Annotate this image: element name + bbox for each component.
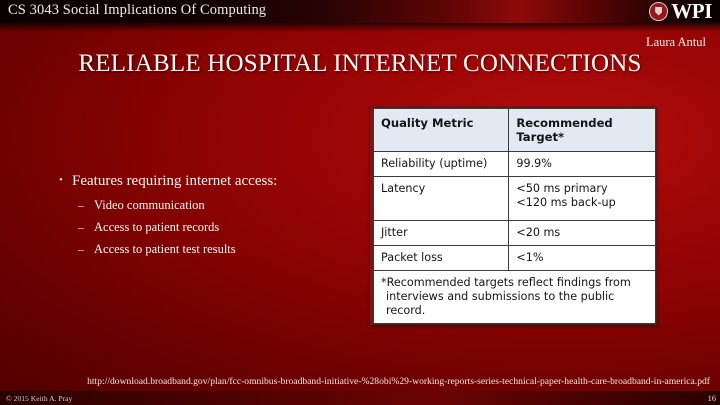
cell-metric: Reliability (uptime) (372, 151, 510, 177)
table-row: Packet loss <1% (372, 245, 656, 271)
footer-band (0, 391, 720, 405)
page-title: RELIABLE HOSPITAL INTERNET CONNECTIONS (78, 50, 642, 77)
source-url-link[interactable]: http://download.broadband.gov/plan/fcc-o… (87, 376, 710, 387)
bullet-list: Features requiring internet access: Vide… (58, 171, 348, 264)
cell-target: <20 ms (508, 220, 656, 246)
list-item: Features requiring internet access: (58, 171, 348, 191)
header-bar (0, 0, 720, 23)
list-item: Access to patient test results (58, 242, 348, 257)
cell-metric: Latency (372, 176, 510, 221)
column-header-metric: Quality Metric (372, 108, 510, 152)
footnote-line-1: *Recommended targets reflect findings fr… (381, 276, 631, 289)
wpi-wordmark: WPI (671, 0, 712, 23)
cell-target: 99.9% (508, 151, 656, 177)
cell-metric: Packet loss (372, 245, 510, 271)
wpi-seal-icon (649, 1, 669, 21)
cell-target: <1% (508, 245, 656, 271)
table-footnote-row: *Recommended targets reflect findings fr… (373, 270, 656, 324)
table-row: Jitter <20 ms (372, 220, 656, 246)
page-number: 16 (707, 394, 716, 403)
table-row: Latency <50 ms primary <120 ms back-up (372, 176, 656, 221)
list-item: Video communication (58, 198, 348, 213)
presenter-name: Laura Antul (645, 35, 706, 49)
footnote-line-2: interviews and submissions to the public… (386, 290, 615, 317)
copyright-notice: © 2015 Keith A. Pray (6, 394, 73, 403)
column-header-target: Recommended Target* (508, 108, 656, 152)
cell-target: <50 ms primary <120 ms back-up (508, 176, 656, 221)
header-bar-shadow (0, 23, 720, 32)
table-header-row: Quality Metric Recommended Target* (372, 108, 656, 152)
wpi-logo: WPI (649, 0, 712, 23)
table-row: Reliability (uptime) 99.9% (372, 151, 656, 177)
list-item: Access to patient records (58, 220, 348, 235)
table-footnote: *Recommended targets reflect findings fr… (373, 270, 656, 324)
cell-metric: Jitter (372, 220, 510, 246)
quality-metrics-table: Quality Metric Recommended Target* Relia… (370, 107, 657, 325)
course-title: CS 3043 Social Implications Of Computing (8, 2, 267, 18)
